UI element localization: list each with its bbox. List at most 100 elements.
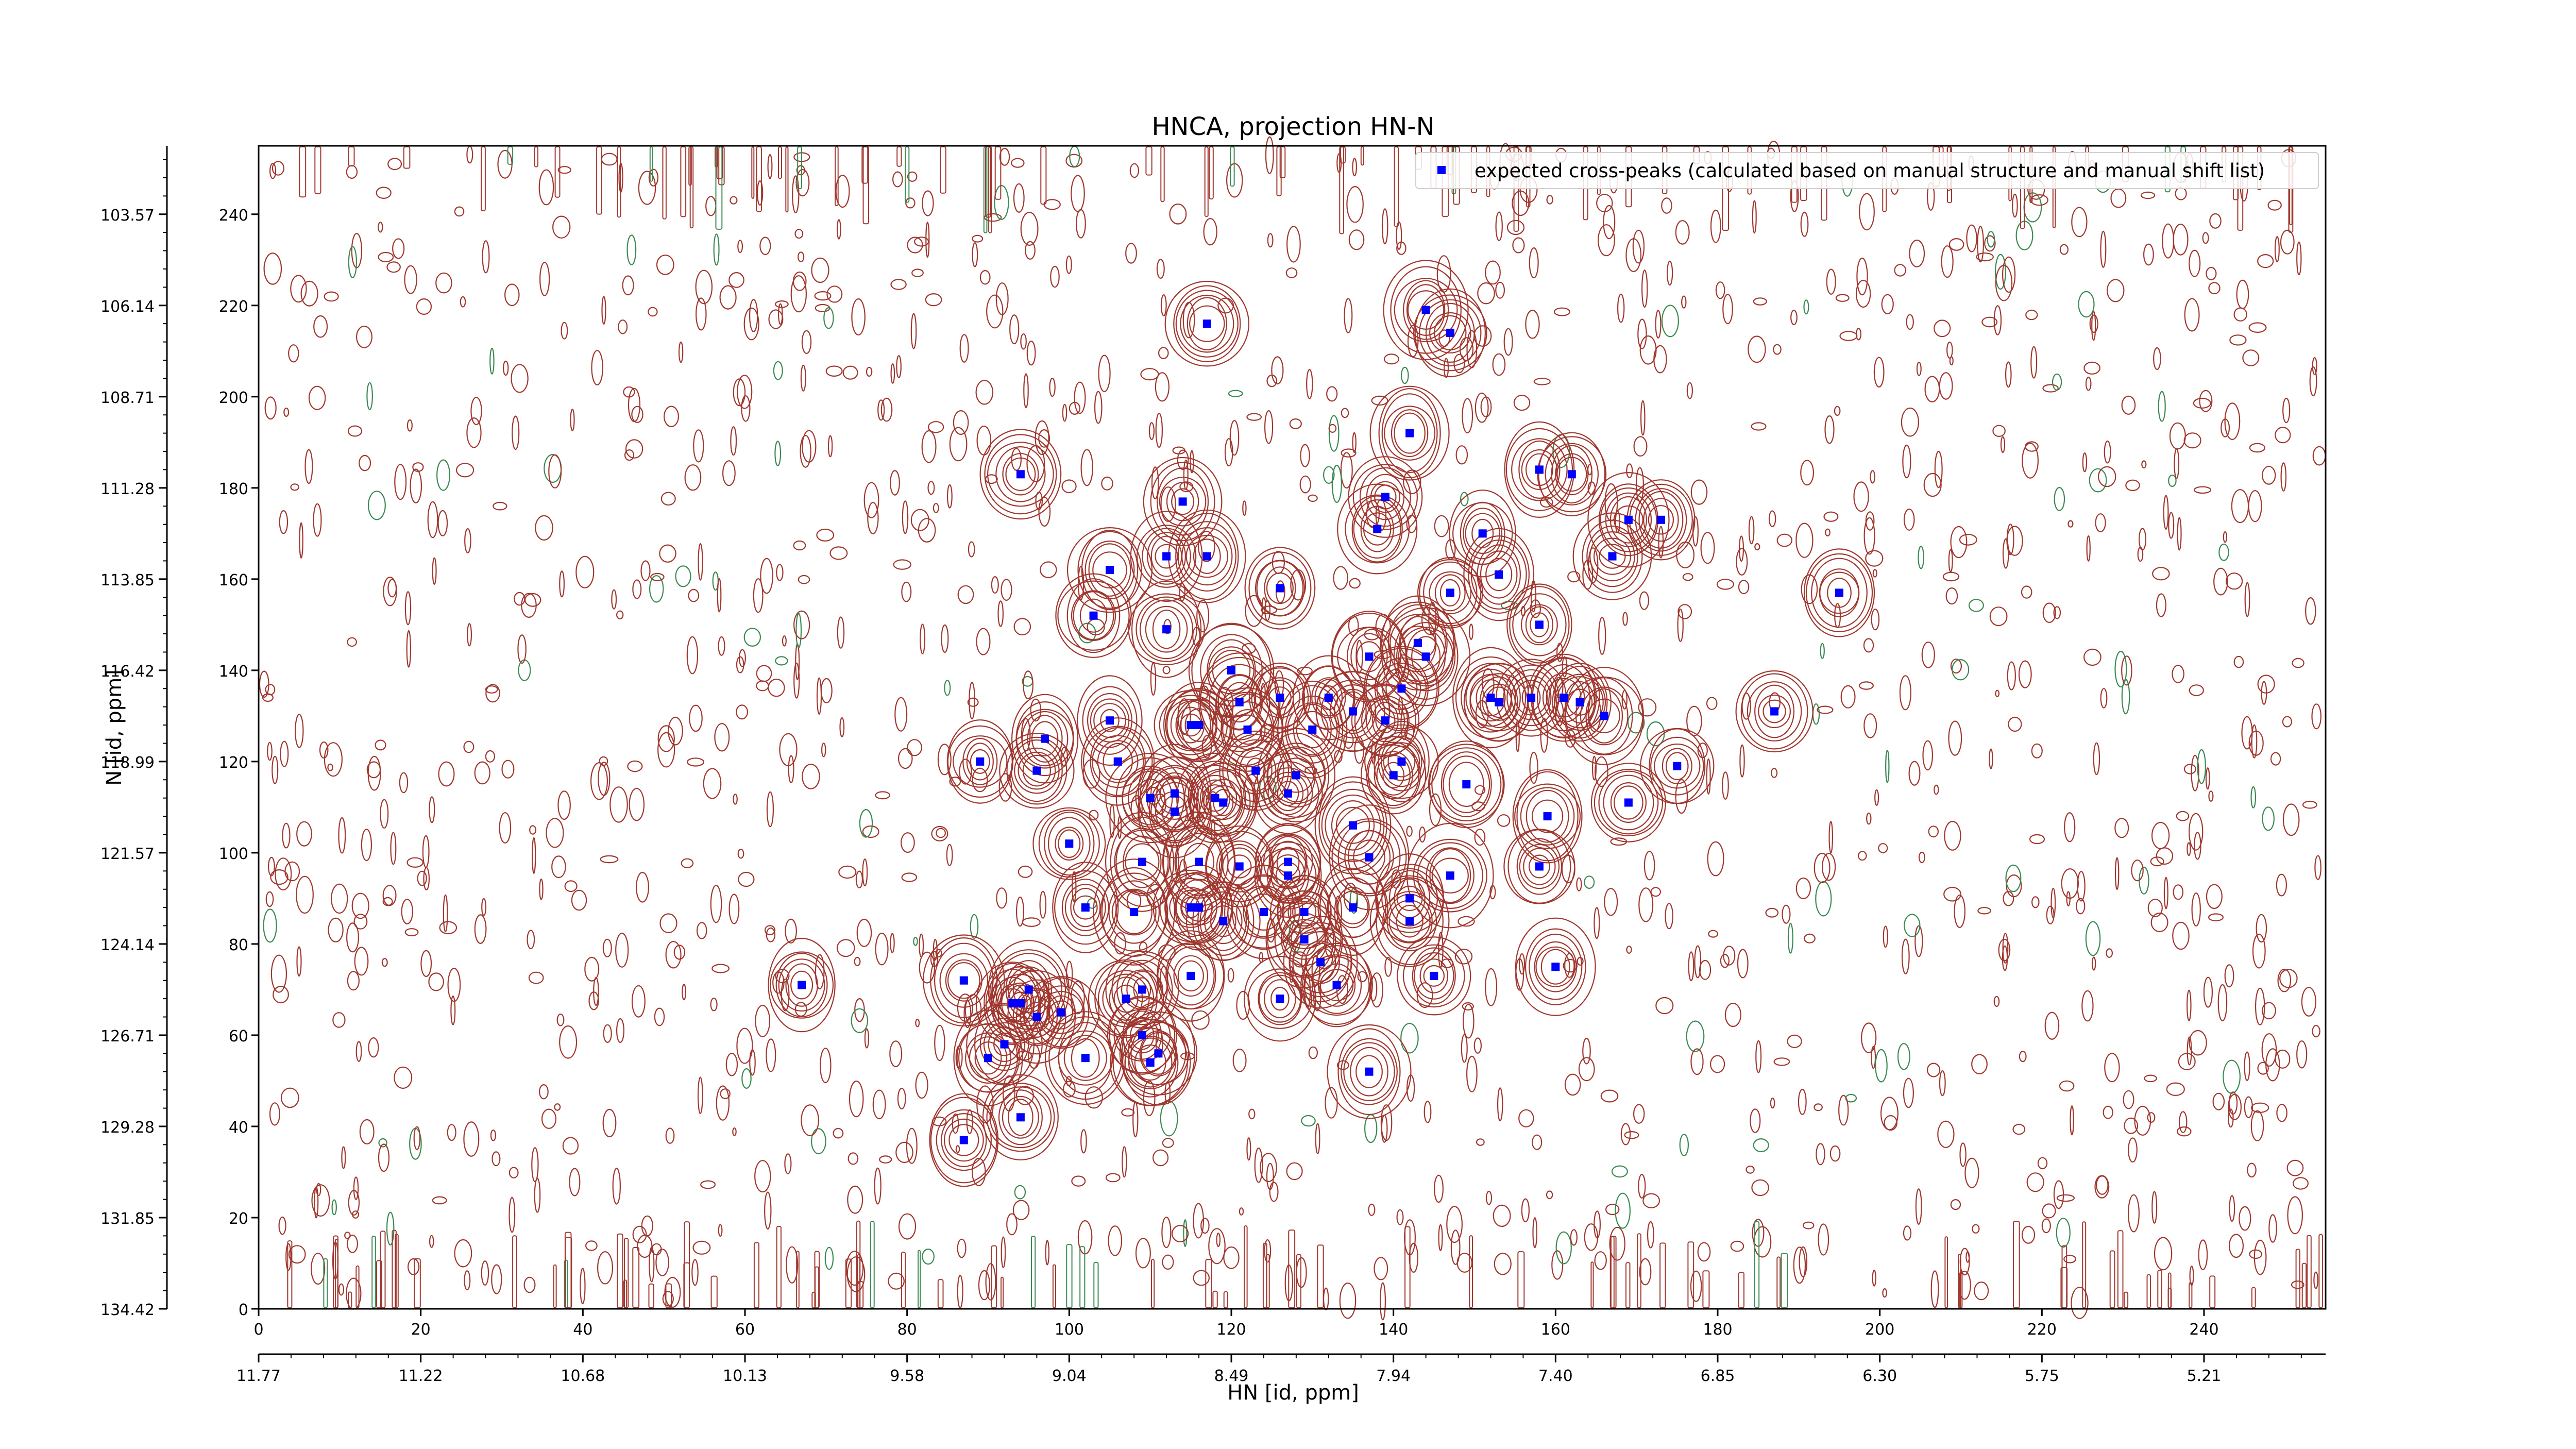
noise-contour (1519, 953, 1526, 975)
noise-contour (1485, 968, 1498, 1006)
noise-contour (1840, 685, 1856, 709)
noise-contour (1158, 347, 1169, 359)
noise-contour (378, 1143, 390, 1172)
noise-contour (1640, 400, 1646, 436)
noise-contour (867, 502, 879, 534)
noise-contour (1135, 1238, 1151, 1269)
noise-contour (1825, 528, 1831, 537)
noise-contour (1001, 1236, 1006, 1268)
noise-contour (890, 933, 895, 953)
peak-marker (1430, 971, 1438, 980)
noise-contour (906, 1127, 918, 1164)
peak-contour (1090, 727, 1146, 796)
noise-contour (1598, 616, 1606, 655)
noise-contour (1665, 903, 1673, 930)
peak-contour (1374, 751, 1413, 800)
noise-contour (2251, 724, 2258, 759)
peak-contour (1302, 942, 1371, 1027)
peak-marker (1365, 1067, 1374, 1076)
noise-contour (557, 166, 571, 174)
noise-contour (1285, 267, 1298, 278)
legend-box (1415, 152, 2319, 189)
noise-contour (1624, 1131, 1639, 1139)
noise-contour (1903, 1225, 1912, 1241)
noise-contour (1553, 307, 1570, 316)
noise-contour (1723, 946, 1736, 966)
peak-contour (1503, 664, 1560, 731)
noise-contour (1787, 922, 1793, 954)
noise-contour (756, 180, 764, 206)
noise-contour (957, 585, 974, 604)
noise-contour (2279, 969, 2298, 988)
streak-contour (1244, 1225, 1248, 1308)
noise-contour (2203, 976, 2213, 1008)
peak-marker (1535, 862, 1544, 871)
noise-contour (1216, 1233, 1221, 1248)
peak-contour (1434, 315, 1467, 351)
peak-contour (1165, 689, 1233, 761)
peak-contour (1211, 687, 1284, 772)
noise-contour (2224, 402, 2241, 440)
peak-contour (1185, 882, 1261, 961)
noise-contour (1686, 1020, 1705, 1052)
noise-contour (959, 334, 969, 363)
peak-contour (1414, 952, 1454, 1000)
peak-contour (1376, 877, 1444, 965)
streak-contour (896, 146, 902, 167)
peak-contour (1105, 812, 1179, 912)
peak-marker-layer (798, 306, 1843, 1144)
peak-contour (1157, 930, 1225, 1022)
noise-contour (1937, 1120, 1955, 1148)
noise-contour (2213, 567, 2228, 596)
peak-contour (1373, 720, 1430, 803)
x-index-tick-label: 220 (2027, 1321, 2057, 1339)
noise-contour (489, 347, 495, 375)
peak-contour (1263, 767, 1313, 820)
peak-marker (1235, 698, 1244, 706)
peak-contour (1137, 765, 1212, 858)
noise-contour (2209, 213, 2222, 229)
noise-contour (665, 941, 682, 969)
noise-contour (485, 685, 498, 694)
streak-contour (1204, 146, 1209, 217)
noise-contour (1121, 1108, 1135, 1117)
noise-contour (1739, 744, 1745, 778)
noise-contour (503, 360, 509, 376)
noise-contour (1974, 1282, 1989, 1301)
noise-contour (591, 350, 603, 385)
noise-contour (628, 387, 641, 423)
noise-contour (1609, 1226, 1625, 1261)
noise-contour (319, 741, 329, 759)
peak-contour (1603, 774, 1654, 831)
peak-contour (1590, 763, 1666, 843)
noise-contour (482, 240, 490, 274)
peak-contour (1303, 954, 1370, 1016)
peak-contour (1359, 467, 1411, 527)
peak-contour (775, 953, 828, 1018)
peak-contour (1455, 656, 1527, 739)
noise-contour (2125, 479, 2140, 492)
noise-contour (2226, 572, 2243, 590)
peak-contour (1575, 677, 1633, 755)
noise-contour (1416, 982, 1433, 1008)
noise-contour (331, 1199, 337, 1216)
peak-contour (979, 1018, 1029, 1071)
noise-contour (1301, 1115, 1316, 1127)
noise-contour (2103, 1105, 2113, 1119)
x-index-tick-label: 80 (897, 1321, 917, 1339)
peak-contour (1378, 388, 1441, 479)
noise-contour (2104, 440, 2111, 464)
noise-contour (1450, 1229, 1461, 1265)
noise-contour (1006, 1213, 1018, 1236)
noise-contour (280, 740, 289, 767)
peak-contour (1361, 736, 1427, 815)
noise-contour (678, 341, 684, 363)
noise-contour (2199, 390, 2213, 412)
noise-contour (1453, 353, 1465, 374)
peak-contour (1425, 302, 1475, 363)
noise-contour (1790, 310, 1798, 325)
noise-contour (2252, 933, 2266, 969)
peak-contour (1232, 714, 1263, 745)
peak-contour (970, 749, 990, 774)
peak-contour (790, 970, 814, 1000)
